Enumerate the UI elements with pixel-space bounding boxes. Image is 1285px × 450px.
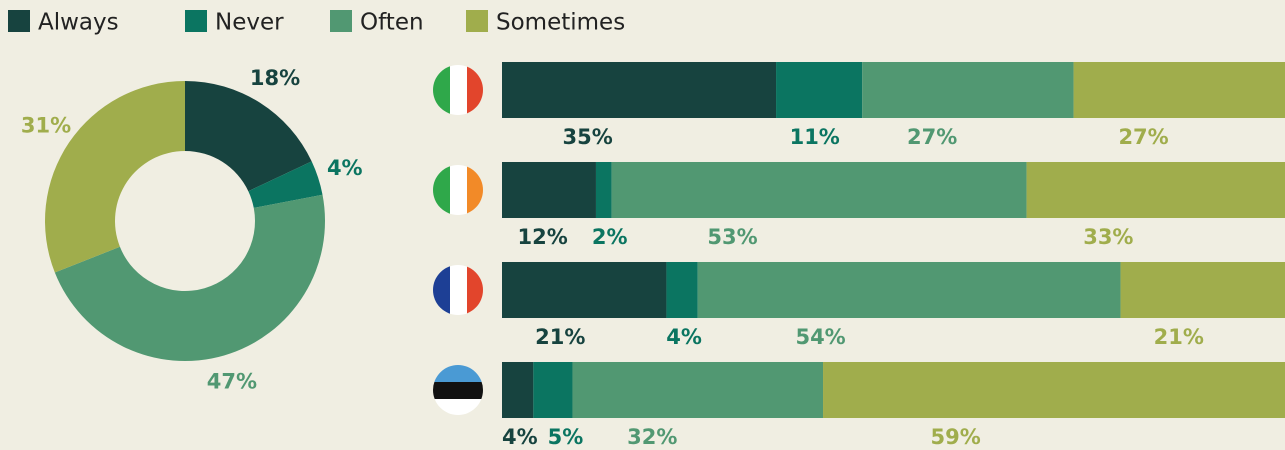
pie-slice (45, 81, 186, 273)
bar-segment (502, 262, 667, 318)
legend-swatch (8, 10, 30, 32)
bar-segment (1026, 162, 1285, 218)
bar-label: 5% (548, 425, 584, 449)
pie-label: 31% (21, 114, 71, 138)
bar-label: 2% (592, 225, 628, 249)
bar-segment (823, 362, 1285, 418)
bar-segment (502, 162, 596, 218)
flag-estonia (433, 365, 483, 415)
bar-label: 54% (795, 325, 845, 349)
legend-label: Sometimes (496, 10, 625, 36)
bar-label: 21% (535, 325, 585, 349)
legend-label: Always (38, 10, 119, 36)
flag-italy (433, 65, 483, 115)
bar-label: 27% (907, 125, 957, 149)
bar-segment (502, 362, 534, 418)
bar-label: 35% (563, 125, 613, 149)
legend-label: Never (215, 10, 284, 36)
bar-label: 32% (627, 425, 677, 449)
legend-label: Often (360, 10, 424, 36)
bar-segment (502, 62, 777, 118)
legend-swatch (330, 10, 352, 32)
bar-segment (862, 62, 1074, 118)
bar-label: 4% (666, 325, 702, 349)
bar-segment (572, 362, 824, 418)
flag-ireland (433, 165, 483, 215)
bar-label: 33% (1083, 225, 1133, 249)
bar-segment (533, 362, 573, 418)
legend-swatch (185, 10, 207, 32)
pie-label: 18% (250, 66, 300, 90)
bar-segment (595, 162, 612, 218)
pie-label: 47% (207, 369, 257, 393)
bar-label: 53% (707, 225, 757, 249)
bar-segment (1120, 262, 1285, 318)
pie-label: 4% (327, 156, 363, 180)
legend-swatch (466, 10, 488, 32)
pie-slice (54, 194, 325, 361)
bar-segment (1073, 62, 1285, 118)
bar-segment (666, 262, 698, 318)
bar-label: 11% (790, 125, 840, 149)
bar-label: 27% (1118, 125, 1168, 149)
flag-france (433, 265, 483, 315)
bar-segment (776, 62, 863, 118)
bar-label: 12% (517, 225, 567, 249)
bar-segment (611, 162, 1027, 218)
bar-label: 21% (1154, 325, 1204, 349)
bar-label: 59% (931, 425, 981, 449)
bar-label: 4% (502, 425, 538, 449)
pie-slice (185, 81, 312, 192)
bar-segment (697, 262, 1121, 318)
pie-slice (248, 161, 323, 208)
